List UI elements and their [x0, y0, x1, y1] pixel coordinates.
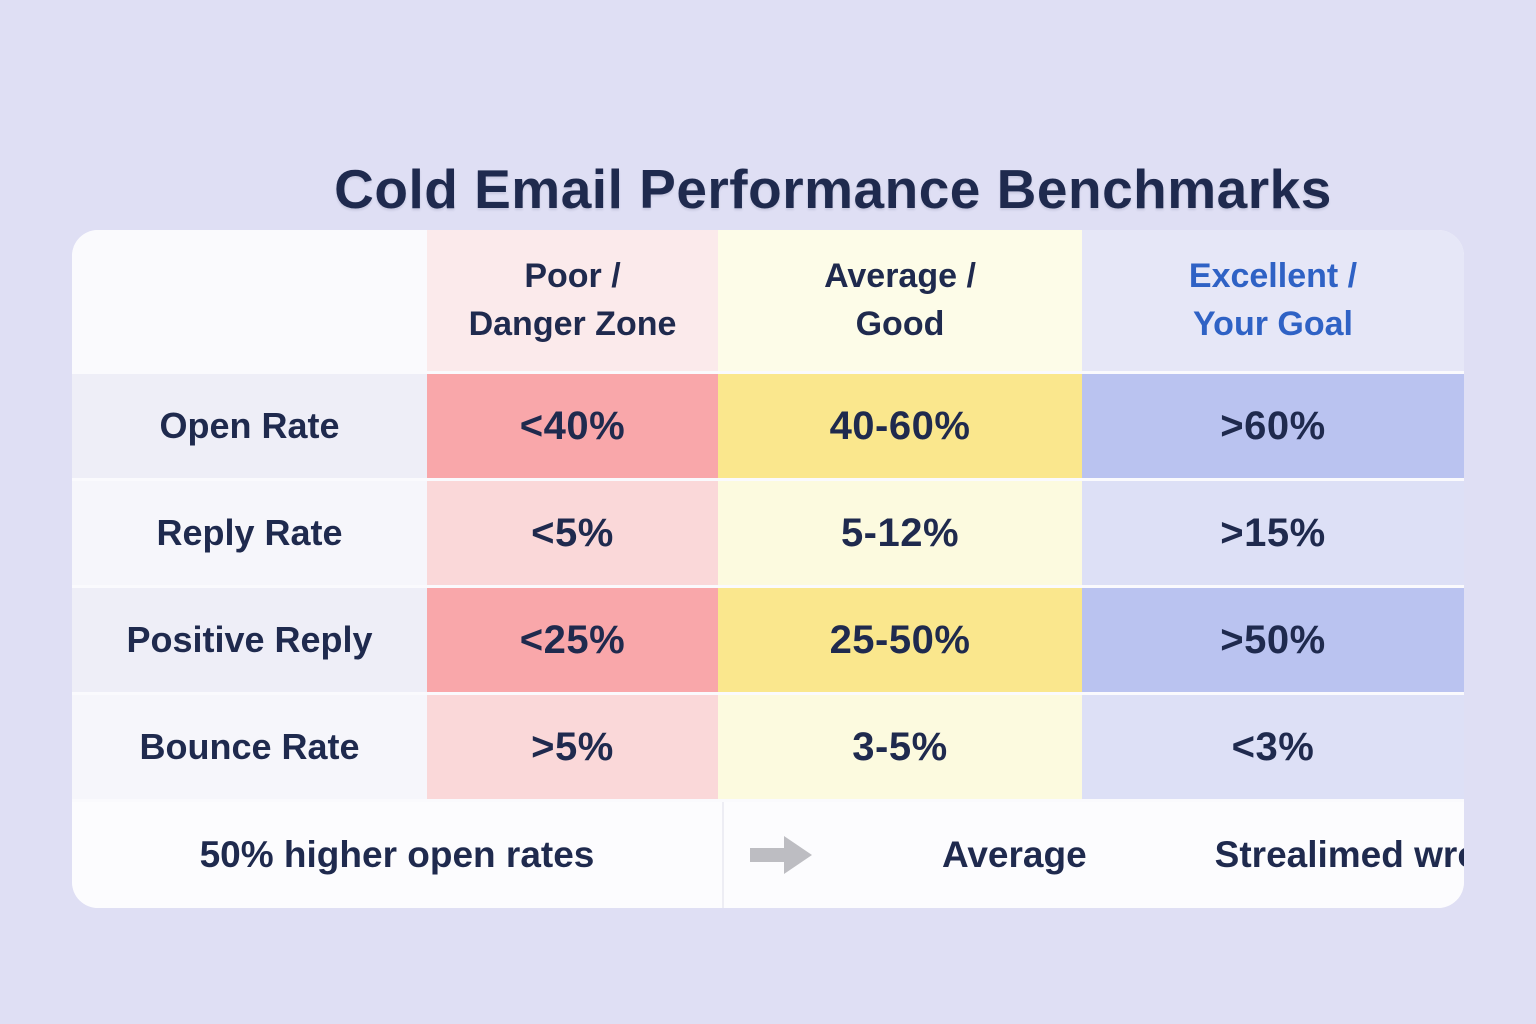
- cell-bounce-rate-average: 3-5%: [718, 695, 1082, 799]
- header-cell-blank: [72, 230, 427, 371]
- benchmarks-table: Poor / Danger Zone Average / Good Excell…: [72, 230, 1464, 908]
- footer-note-left: 50% higher open rates: [199, 834, 595, 875]
- row-label-bounce-rate: Bounce Rate: [72, 695, 427, 799]
- cell-open-rate-poor: <40%: [427, 374, 718, 478]
- footer-note-middle: Average: [942, 834, 1087, 875]
- row-label-open-rate: Open Rate: [72, 374, 427, 478]
- cell-bounce-rate-poor: >5%: [427, 695, 718, 799]
- right-arrow-icon: [750, 833, 812, 877]
- footer-note-right: Strealimed wro: [1214, 834, 1464, 875]
- cell-bounce-rate-excellent: <3%: [1082, 695, 1464, 799]
- cell-reply-rate-excellent: >15%: [1082, 481, 1464, 585]
- cell-open-rate-average: 40-60%: [718, 374, 1082, 478]
- header-cell-average: Average / Good: [718, 230, 1082, 371]
- cell-reply-rate-poor: <5%: [427, 481, 718, 585]
- cell-positive-reply-average: 25-50%: [718, 588, 1082, 692]
- header-cell-excellent: Excellent / Your Goal: [1082, 230, 1464, 371]
- cell-open-rate-excellent: >60%: [1082, 374, 1464, 478]
- footer-divider: [722, 802, 724, 908]
- cell-positive-reply-poor: <25%: [427, 588, 718, 692]
- cell-positive-reply-excellent: >50%: [1082, 588, 1464, 692]
- header-cell-poor: Poor / Danger Zone: [427, 230, 718, 371]
- row-label-reply-rate: Reply Rate: [72, 481, 427, 585]
- table-footer: 50% higher open rates Average Strealimed…: [72, 802, 1464, 908]
- page-title: Cold Email Performance Benchmarks: [334, 157, 1332, 220]
- row-label-positive-reply: Positive Reply: [72, 588, 427, 692]
- cell-reply-rate-average: 5-12%: [718, 481, 1082, 585]
